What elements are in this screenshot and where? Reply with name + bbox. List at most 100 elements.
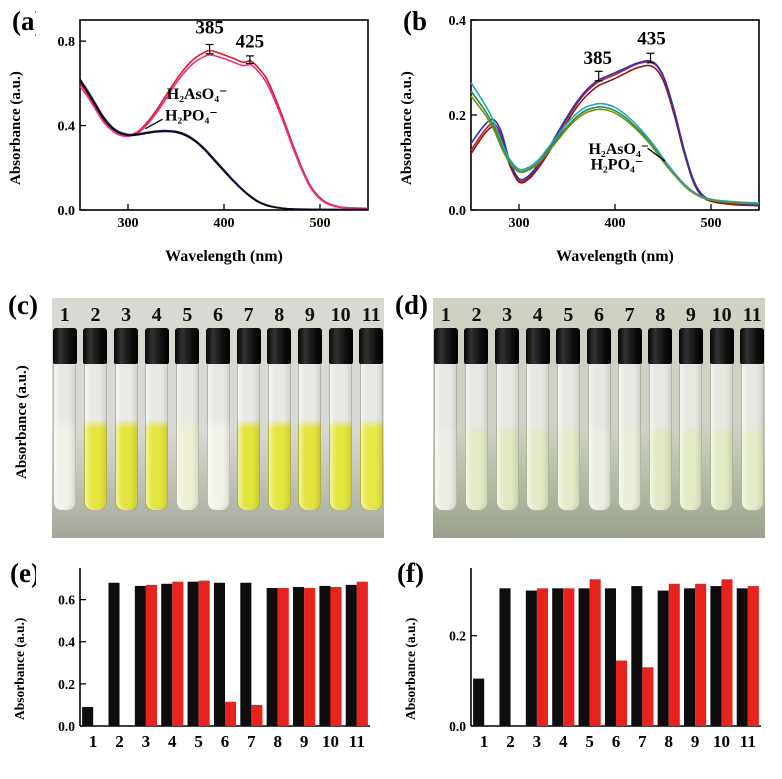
vial-number: 11	[361, 304, 381, 326]
svg-text:300: 300	[509, 216, 530, 231]
vial-number: 8	[274, 304, 285, 326]
panel-d-letter: (d)	[395, 290, 428, 320]
vial-number: 5	[563, 304, 574, 326]
vial-number: 9	[685, 304, 696, 326]
vial-number: 6	[213, 304, 223, 326]
vial: 10	[328, 303, 354, 538]
vial-number: 6	[594, 304, 604, 326]
svg-text:9: 9	[300, 732, 309, 751]
vial-body	[53, 364, 77, 511]
svg-text:0.4: 0.4	[449, 14, 467, 29]
svg-text:H₂PO₄⁻: H₂PO₄⁻	[591, 157, 644, 174]
vial-number: 10	[330, 304, 351, 326]
vial-cap	[464, 328, 489, 364]
vial-cap	[359, 328, 384, 364]
svg-text:300: 300	[118, 216, 139, 231]
vial: 11	[739, 303, 765, 538]
vial-number: 2	[90, 304, 101, 326]
uvvis-spectra-chart-a: 300 400 500 0.0 0.4 0.8 385 425 H₂AsO₄⁻ H₂PO₄⁻	[36, 8, 378, 246]
vial-body	[648, 364, 672, 511]
svg-text:5: 5	[194, 732, 203, 751]
vial-body	[206, 364, 230, 511]
svg-text:6: 6	[612, 732, 621, 751]
vial-cap	[144, 328, 169, 364]
vial: 7	[236, 303, 262, 538]
svg-text:385: 385	[583, 48, 612, 69]
svg-text:0.0: 0.0	[58, 204, 76, 219]
panel-a-y-axis-label: Absorbance (a.u.)	[8, 71, 24, 185]
vial-number: 8	[655, 304, 666, 326]
vial-number: 11	[742, 304, 762, 326]
vial: 3	[113, 303, 139, 538]
vial-body	[679, 364, 703, 511]
vial-number: 4	[532, 304, 543, 326]
svg-text:3: 3	[142, 732, 151, 751]
vial: 6	[205, 303, 231, 538]
vial-cap	[556, 328, 581, 364]
svg-text:400: 400	[214, 216, 235, 231]
vial-cap	[648, 328, 673, 364]
vial: 6	[586, 303, 612, 538]
panel-b-x-axis-label: Wavelength (nm)	[556, 248, 674, 265]
svg-text:6: 6	[221, 732, 230, 751]
vial-cap	[433, 328, 458, 364]
panel-c-letter: (c)	[8, 290, 38, 320]
svg-text:H₂PO₄⁻: H₂PO₄⁻	[165, 107, 218, 124]
svg-text:0.0: 0.0	[449, 719, 466, 734]
vial-photo-c: 1 2 3 4 5 6 7 8 9 10 11	[52, 298, 384, 538]
vial-body	[740, 364, 764, 511]
svg-text:10: 10	[322, 732, 339, 751]
vial: 5	[175, 303, 201, 538]
vial-cap	[52, 328, 77, 364]
panel-e: (e) Absorbance (a.u.) 0.0 0.2 0.4 0.6 1 2 3 4 5 6…	[0, 556, 391, 779]
vial-cap	[740, 328, 765, 364]
vial-body	[359, 364, 383, 511]
svg-text:0.6: 0.6	[58, 593, 75, 608]
vial-number: 1	[59, 304, 70, 326]
panel-b-y-axis-label: Absorbance (a.u.)	[399, 71, 415, 185]
vial-cap	[267, 328, 292, 364]
vial-body	[83, 364, 107, 511]
vial-body	[114, 364, 138, 511]
svg-text:5: 5	[585, 732, 594, 751]
vial-body	[237, 364, 261, 511]
vial: 5	[556, 303, 582, 538]
bar-chart-f: 0.0 0.2 1 2 3 4 5 6 7 8 9 10 11	[427, 560, 769, 756]
panel-f-letter: (f)	[397, 558, 424, 588]
vial-body	[464, 364, 488, 511]
svg-text:4: 4	[559, 732, 568, 751]
panel-f-y-axis-label: Absorbance (a.u.)	[403, 617, 418, 721]
svg-text:0.4: 0.4	[58, 635, 75, 650]
svg-text:H₂AsO₄⁻: H₂AsO₄⁻	[588, 141, 649, 158]
vial-number: 5	[182, 304, 193, 326]
vial-body	[145, 364, 169, 511]
vial: 1	[52, 303, 78, 538]
vial-cap	[297, 328, 322, 364]
vial-number: 7	[624, 304, 635, 326]
vial: 4	[144, 303, 170, 538]
svg-text:8: 8	[664, 732, 673, 751]
vial-cap	[206, 328, 230, 364]
panel-e-letter: (e)	[10, 558, 40, 588]
svg-text:H₂AsO₄⁻: H₂AsO₄⁻	[167, 86, 228, 103]
panel-f: (f) Absorbance (a.u.) 0.0 0.2 1 2 3 4 5 6 7 8 9 10 1…	[391, 556, 782, 779]
panel-b: (b) Absorbance (a.u.) 300 400 500 0.0 0.2 0.4…	[391, 0, 782, 276]
vial-cap	[175, 328, 200, 364]
panel-c: (c) Absorbance (a.u.) 1 2 3 4 5 6 7 8 9 10 11	[0, 280, 391, 546]
vial: 9	[678, 303, 704, 538]
vial-number: 1	[440, 304, 451, 326]
vial-number: 4	[151, 304, 162, 326]
vial-body	[329, 364, 353, 511]
vial: 10	[709, 303, 735, 538]
vial-body	[298, 364, 322, 511]
vial: 9	[297, 303, 323, 538]
svg-text:1: 1	[89, 732, 98, 751]
vial-body	[618, 364, 642, 511]
panel-e-y-axis-label: Absorbance (a.u.)	[12, 617, 27, 721]
panel-a: (a) Absorbance (a.u.) 300 400 500 0.0 0.4 0.8…	[0, 0, 391, 276]
vial: 1	[433, 303, 459, 538]
vial: 8	[266, 303, 292, 538]
vial-cap	[83, 328, 108, 364]
svg-text:0.2: 0.2	[449, 109, 467, 124]
vial-number: 10	[711, 304, 732, 326]
